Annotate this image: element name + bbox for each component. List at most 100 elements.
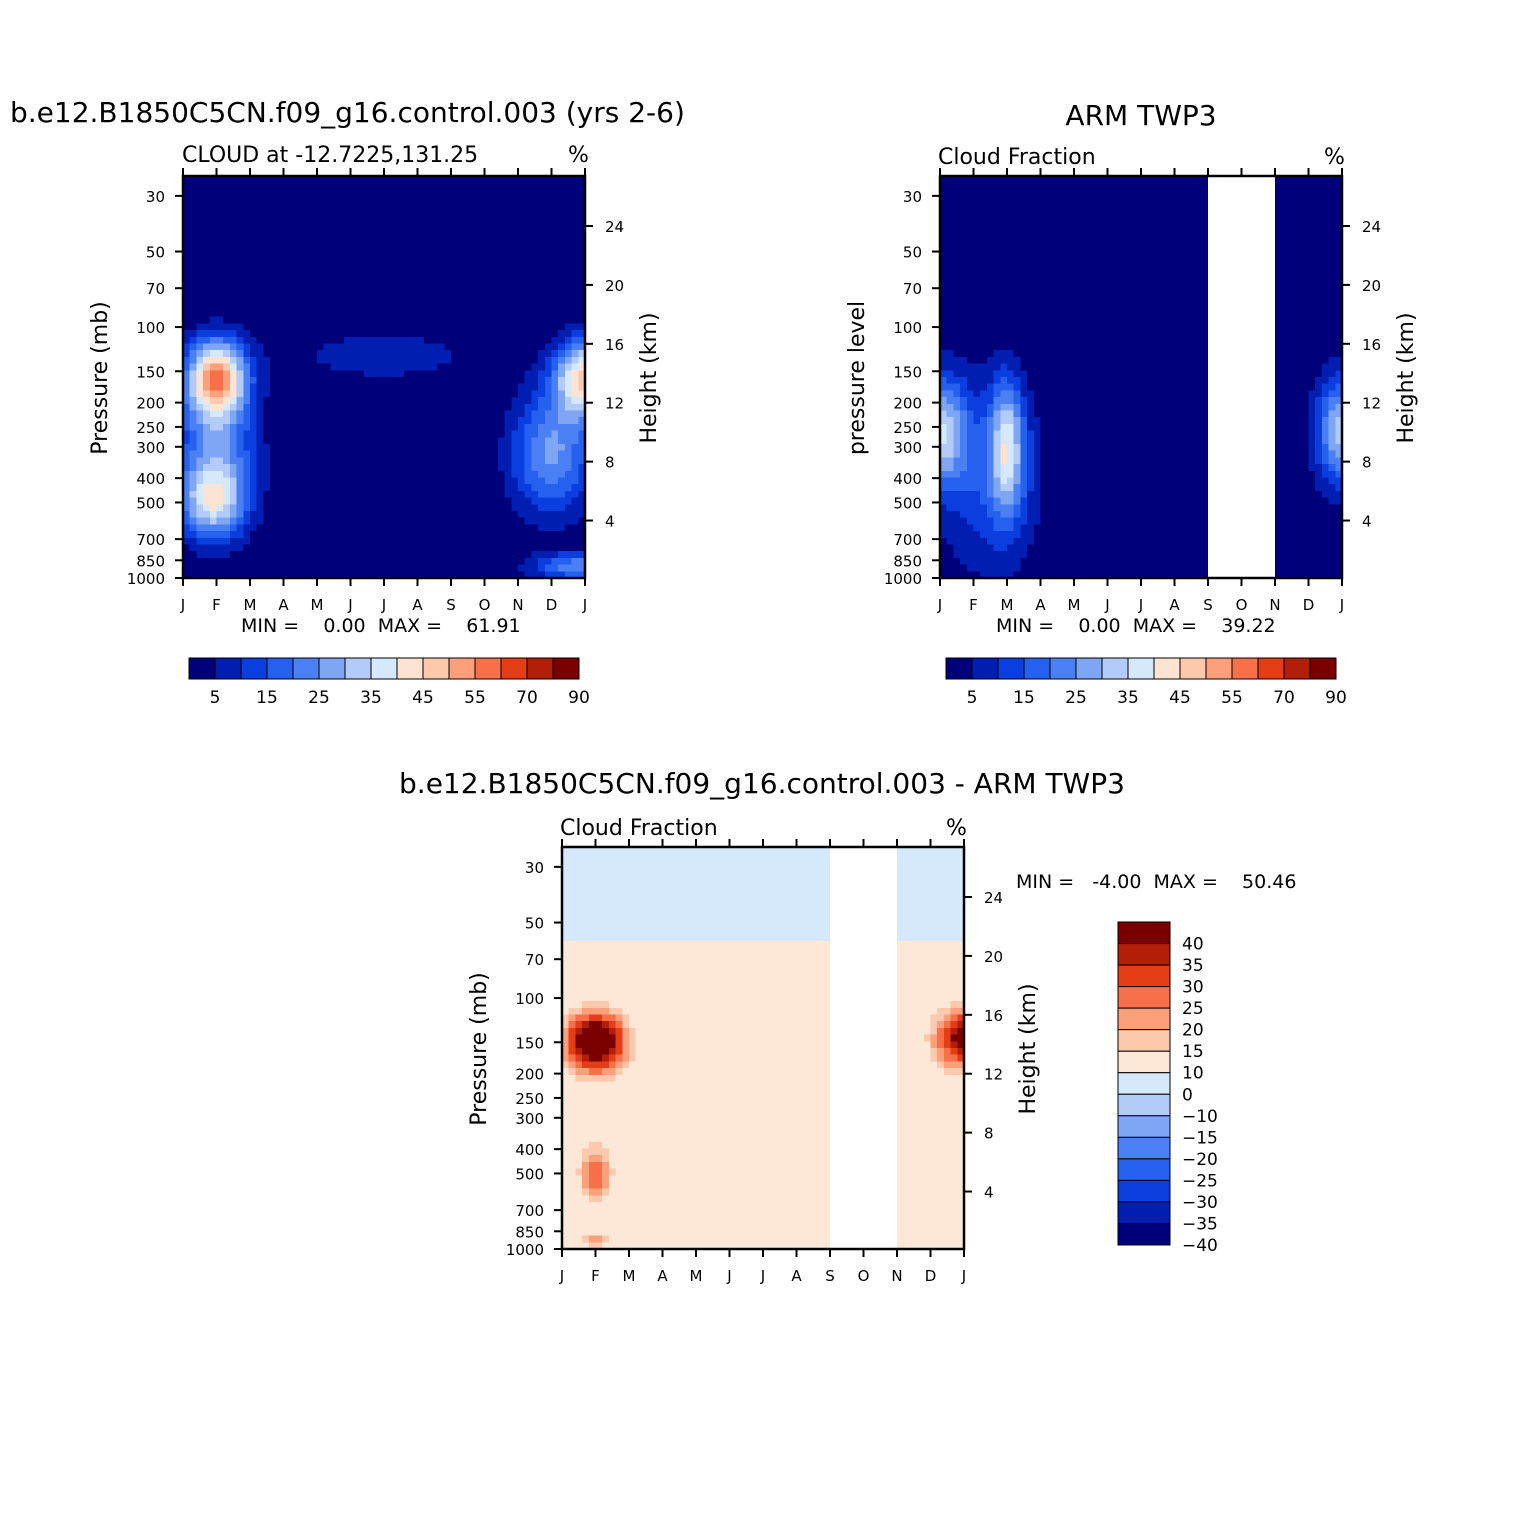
heatmap-cell	[236, 457, 244, 465]
heatmap-cell	[1027, 189, 1035, 197]
heatmap-cell	[973, 557, 981, 566]
heatmap-cell	[960, 289, 968, 298]
heatmap-cell	[484, 202, 492, 211]
heatmap-cell	[993, 303, 1001, 311]
heatmap-cell	[276, 497, 285, 505]
heatmap-cell	[296, 444, 305, 452]
heatmap-cell	[263, 464, 271, 472]
heatmap-cell	[1053, 464, 1062, 472]
heatmap-cell	[250, 470, 258, 479]
heatmap-cell	[538, 477, 546, 485]
heatmap-cell	[564, 423, 573, 432]
heatmap-cell	[571, 176, 579, 184]
heatmap-cell	[377, 484, 385, 492]
heatmap-cell	[1007, 410, 1015, 418]
heatmap-cell	[250, 363, 258, 371]
heatmap-cell	[330, 209, 338, 217]
heatmap-cell	[444, 176, 452, 184]
heatmap-cell	[564, 410, 573, 418]
heatmap-cell	[980, 363, 988, 371]
heatmap-cell	[484, 423, 492, 432]
heatmap-cell	[484, 531, 492, 539]
heatmap-cell	[511, 390, 519, 398]
heatmap-cell	[538, 350, 546, 358]
heatmap-cell	[250, 196, 258, 204]
heatmap-cell	[544, 370, 553, 378]
heatmap-cell	[363, 323, 372, 331]
heatmap-cell	[1060, 296, 1068, 304]
heatmap-cell	[310, 209, 318, 217]
heatmap-cell	[323, 450, 331, 458]
heatmap-cell	[940, 444, 948, 452]
heatmap-cell	[524, 423, 532, 432]
heatmap-cell	[973, 544, 981, 552]
heatmap-cell	[250, 430, 258, 438]
heatmap-cell	[491, 457, 499, 465]
heatmap-cell	[430, 477, 439, 485]
heatmap-cell	[350, 370, 358, 378]
heatmap-cell	[290, 276, 298, 284]
heatmap-cell	[330, 249, 338, 257]
heatmap-cell	[323, 417, 331, 425]
heatmap-cell	[457, 517, 465, 525]
heatmap-cell	[571, 289, 579, 298]
heatmap-cell	[424, 457, 432, 465]
heatmap-cell	[544, 511, 553, 519]
heatmap-cell	[410, 202, 419, 211]
heatmap-cell	[384, 176, 392, 184]
heatmap-cell	[518, 356, 526, 365]
heatmap-cell	[518, 531, 526, 539]
heatmap-cell	[397, 316, 405, 324]
heatmap-cell	[464, 571, 472, 579]
heatmap-cell	[250, 557, 258, 566]
heatmap-cell	[531, 571, 539, 579]
heatmap-cell	[464, 350, 472, 358]
heatmap-cell	[477, 477, 486, 485]
heatmap-cell	[243, 403, 251, 412]
heatmap-cell	[491, 176, 499, 184]
heatmap-cell	[1074, 477, 1082, 485]
heatmap-cell	[578, 390, 586, 398]
heatmap-cell	[310, 511, 318, 519]
heatmap-cell	[484, 484, 492, 492]
heatmap-cell	[1074, 484, 1082, 492]
heatmap-cell	[404, 390, 412, 398]
heatmap-cell	[518, 437, 526, 445]
heatmap-cell	[404, 189, 412, 197]
heatmap-cell	[203, 377, 211, 385]
heatmap-cell	[189, 363, 197, 371]
heatmap-cell	[564, 363, 573, 371]
heatmap-cell	[250, 303, 258, 311]
heatmap-cell	[1013, 202, 1021, 211]
heatmap-cell	[993, 196, 1001, 204]
heatmap-cell	[196, 363, 204, 371]
heatmap-cell	[980, 269, 988, 278]
heatmap-cell	[1000, 390, 1008, 398]
colorbar-swatch	[474, 657, 502, 680]
heatmap-cell	[497, 249, 506, 257]
heatmap-cell	[544, 423, 553, 432]
heatmap-cell	[350, 182, 358, 190]
heatmap-cell	[1000, 464, 1008, 472]
heatmap-cell	[477, 350, 486, 358]
heatmap-cell	[357, 330, 365, 338]
heatmap-cell	[471, 216, 479, 224]
heatmap-cell	[323, 222, 331, 231]
heatmap-cell	[384, 269, 392, 278]
heatmap-cell	[250, 243, 258, 251]
heatmap-cell	[424, 517, 432, 525]
heatmap-cell	[518, 557, 526, 566]
heatmap-cell	[491, 336, 499, 345]
heatmap-cell	[290, 229, 298, 237]
heatmap-cell	[993, 202, 1001, 211]
heatmap-cell	[377, 537, 385, 546]
heatmap-cell	[390, 464, 398, 472]
heatmap-cell	[1007, 551, 1015, 559]
heatmap-cell	[960, 524, 968, 532]
heatmap-cell	[343, 310, 352, 318]
heatmap-cell	[209, 343, 218, 351]
heatmap-cell	[451, 490, 459, 499]
heatmap-cell	[960, 370, 968, 378]
heatmap-cell	[986, 397, 995, 405]
heatmap-cell	[384, 511, 392, 519]
